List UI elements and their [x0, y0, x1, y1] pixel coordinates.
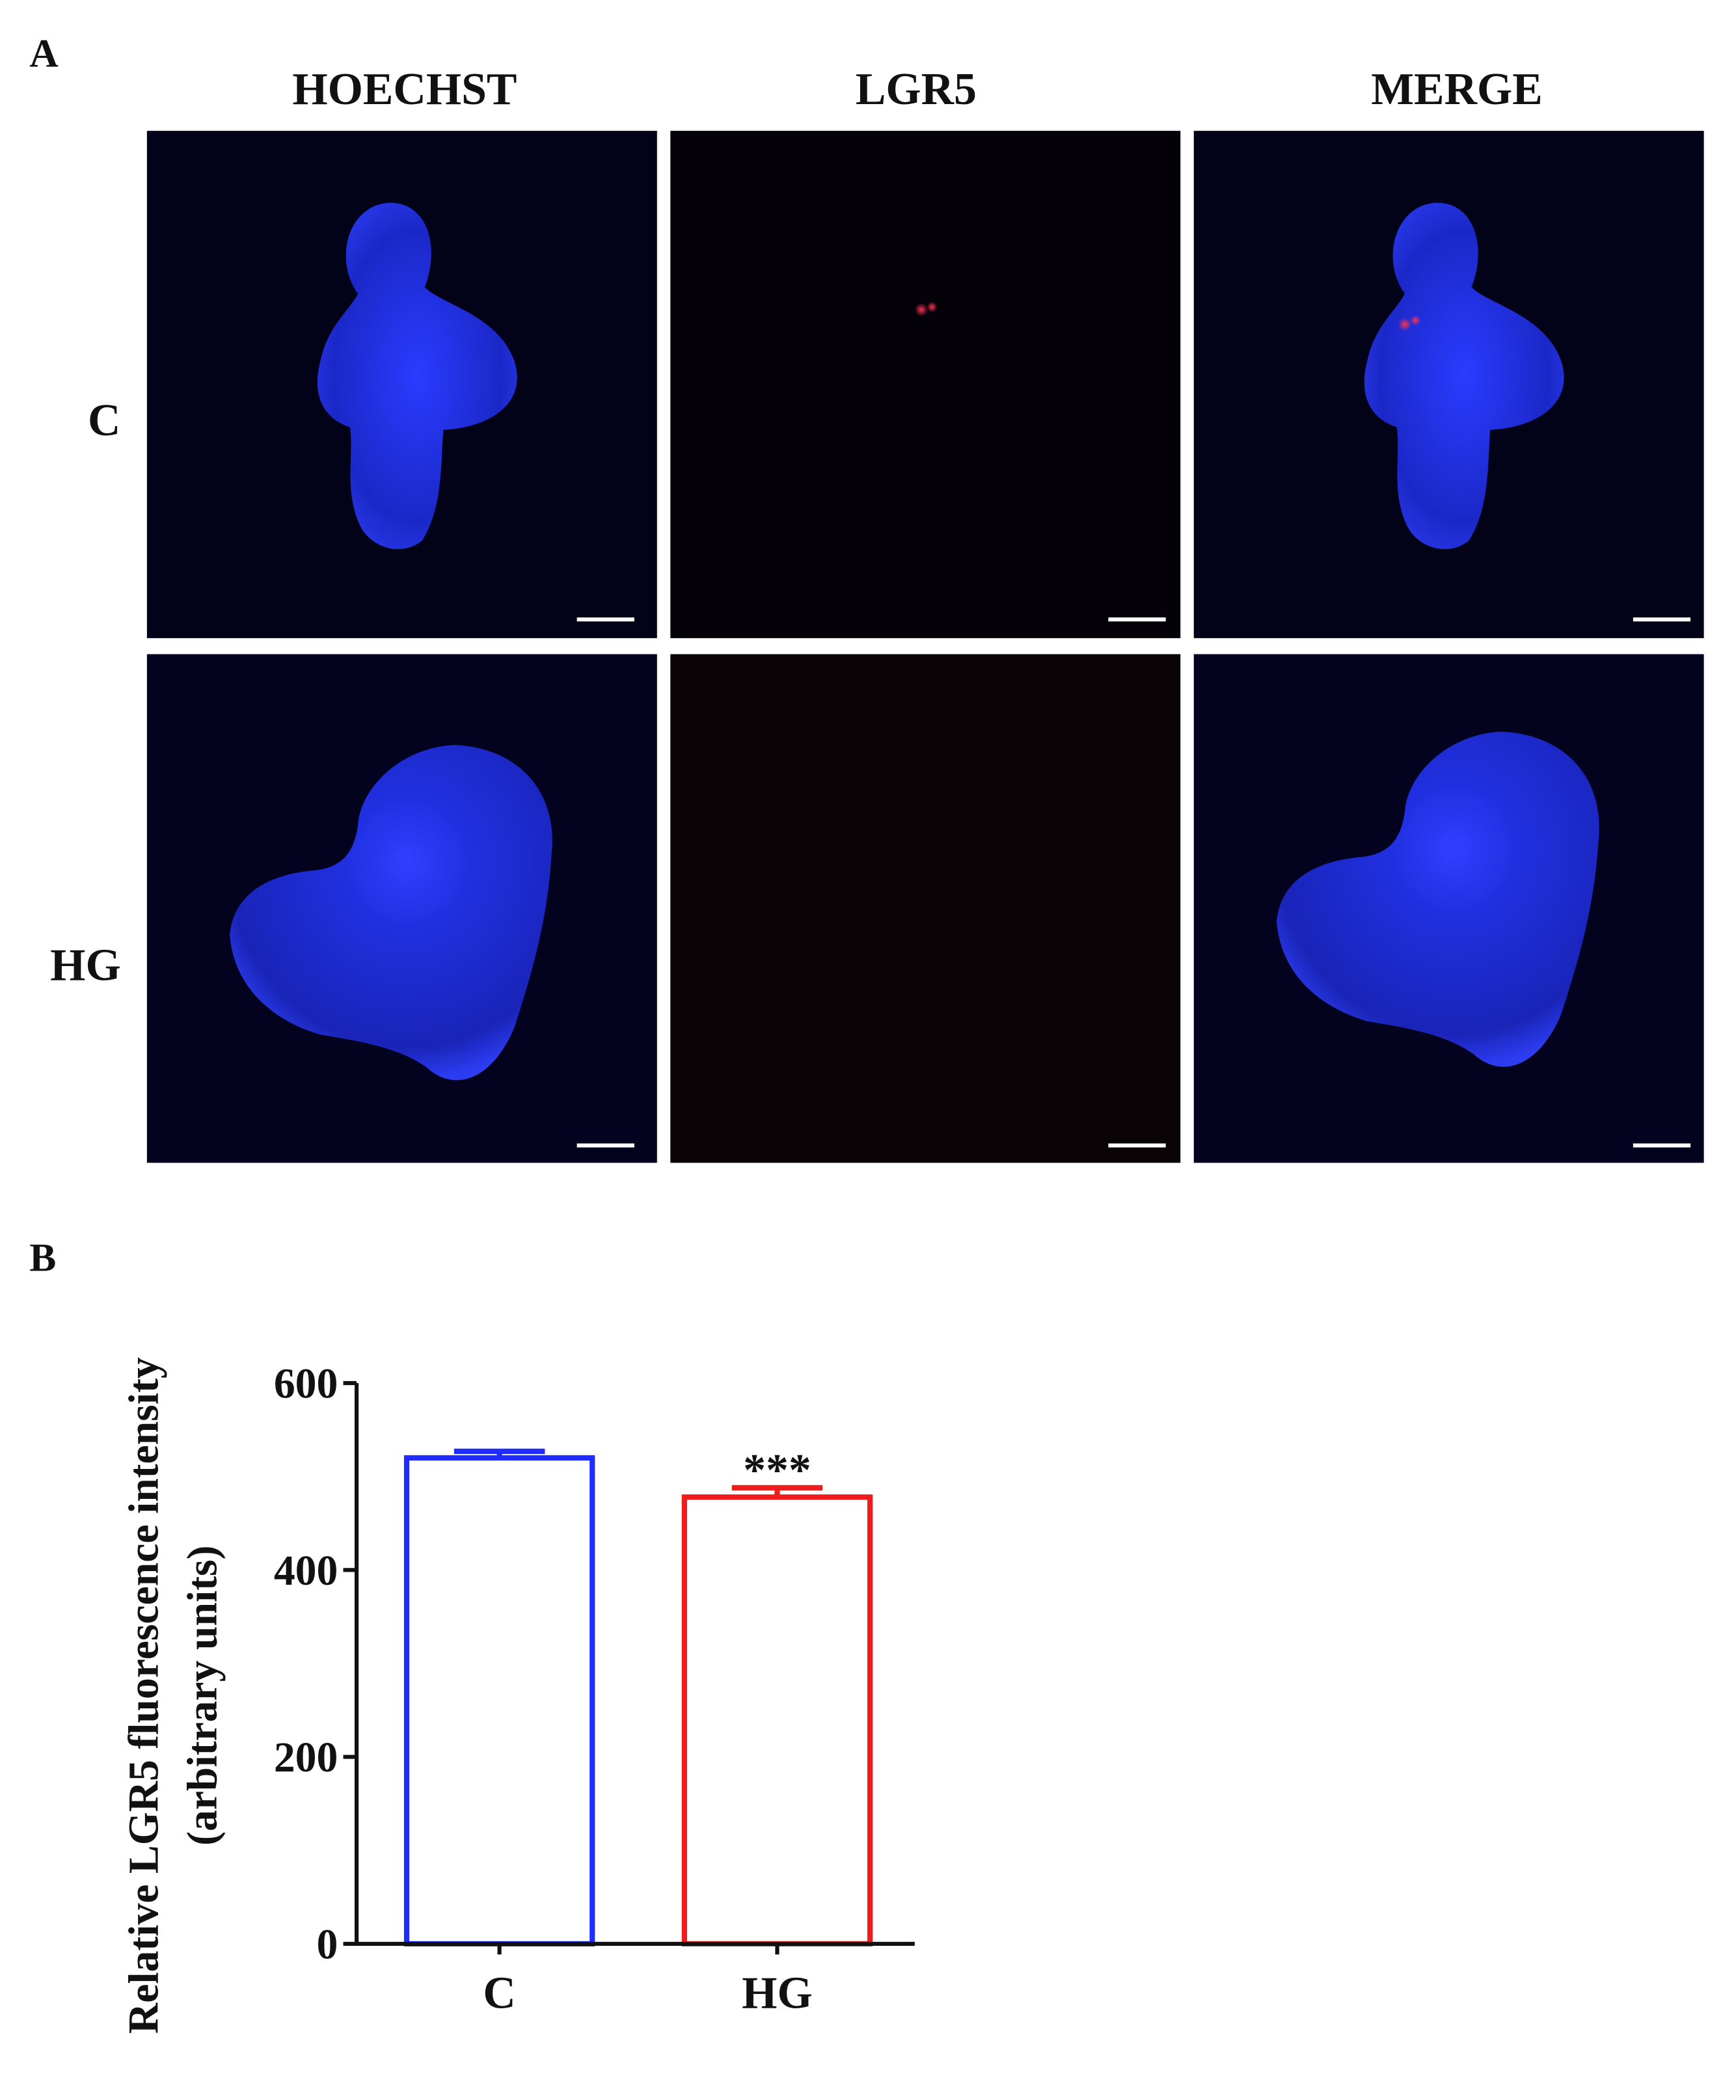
column-header: MERGE: [1371, 64, 1543, 114]
y-tick-label: 0: [316, 1920, 338, 1968]
micrograph: [670, 654, 1181, 1163]
signal: [927, 301, 938, 313]
annotation: ***: [743, 1446, 811, 1496]
micrograph-grid: [146, 131, 1704, 1163]
y-axis-title: (arbitrary units): [179, 1546, 226, 1846]
row-label: HG: [50, 940, 121, 990]
column-header: LGR5: [856, 64, 977, 114]
bar: [403, 1455, 595, 1947]
panel-label: A: [29, 32, 58, 76]
y-tick-label: 400: [274, 1547, 338, 1595]
scale-bars: [576, 617, 1691, 1148]
column-header: HOECHST: [292, 64, 517, 114]
row-label: C: [88, 396, 120, 446]
panel-label: B: [29, 1236, 56, 1280]
bar-chart: 0 200 400 600 C HG ***: [274, 1360, 915, 2018]
signal: [1410, 315, 1421, 326]
error-bar: [454, 1448, 545, 1458]
signal: [1398, 317, 1412, 331]
micrograph: [670, 131, 1181, 638]
y-tick-label: 600: [274, 1360, 338, 1408]
x-tick-label: HG: [742, 1968, 813, 2018]
signal: [914, 303, 929, 317]
y-axis-title: Relative LGR5 fluorescence intensity: [120, 1357, 167, 2034]
x-tick-label: C: [483, 1968, 515, 2018]
y-tick-label: 200: [274, 1734, 338, 1781]
bar: [681, 1494, 873, 1947]
error-bar: [731, 1485, 823, 1498]
